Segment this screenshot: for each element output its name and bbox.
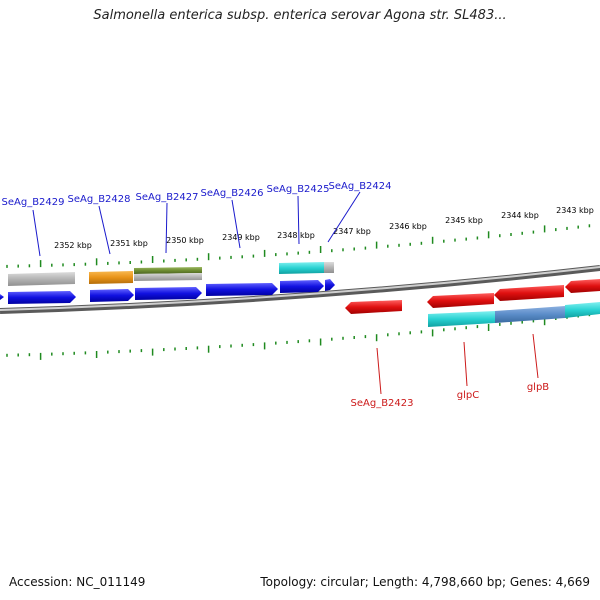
callout-line — [376, 347, 382, 395]
olive-feature-bar — [134, 267, 202, 274]
forward-gene-callouts — [32, 191, 361, 257]
callout-line — [297, 195, 300, 245]
forward-cds-arrow[interactable] — [135, 287, 202, 300]
callout-line — [532, 333, 539, 379]
forward-cds-arrow[interactable] — [0, 294, 4, 300]
kbp-label: 2344 kbp — [501, 211, 539, 220]
cds-row-reverse — [345, 279, 600, 314]
kbp-label: 2343 kbp — [556, 206, 594, 215]
forward-cds-arrow[interactable] — [206, 283, 278, 296]
kbp-label: 2349 kbp — [222, 233, 260, 242]
gene-label-forward[interactable]: SeAg_B2428 — [68, 194, 131, 205]
kbp-label: 2345 kbp — [445, 216, 483, 225]
callout-line — [32, 209, 41, 257]
forward-cds-arrow[interactable] — [280, 280, 324, 293]
callout-line — [231, 199, 241, 249]
genome-backbone-highlight — [0, 266, 600, 311]
gene-label-forward[interactable]: SeAg_B2429 — [2, 197, 65, 208]
cyan-feature-bar — [565, 302, 600, 318]
callout-line — [327, 191, 361, 243]
kbp-label: 2348 kbp — [277, 231, 315, 240]
reverse-gene-callouts — [376, 333, 539, 395]
gray-feature-bar — [134, 273, 202, 281]
gene-label-reverse[interactable]: glpC — [457, 390, 479, 401]
kbp-label: 2350 kbp — [166, 236, 204, 245]
reverse-cds-arrow[interactable] — [565, 279, 600, 293]
map-title: Salmonella enterica subsp. enterica sero… — [93, 8, 507, 23]
gene-label-forward[interactable]: SeAg_B2427 — [136, 192, 199, 203]
callout-line — [463, 341, 468, 387]
tick-row-inner — [6, 313, 591, 360]
feature-row-upper — [8, 262, 334, 286]
steel-feature-bar — [495, 306, 565, 323]
topology-text: Topology: circular; Length: 4,798,660 bp… — [260, 575, 590, 589]
kbp-label: 2347 kbp — [333, 227, 371, 236]
accession-text: Accession: NC_011149 — [9, 575, 146, 589]
tick-row-outer — [6, 224, 591, 268]
forward-cds-arrow[interactable] — [90, 289, 134, 302]
gene-label-reverse[interactable]: SeAg_B2423 — [351, 398, 414, 409]
cyan-feature-bar — [279, 262, 324, 274]
forward-cds-arrow[interactable] — [325, 279, 335, 291]
reverse-cds-arrow[interactable] — [427, 293, 494, 308]
feature-row-lower — [428, 302, 600, 327]
gene-label-forward[interactable]: SeAg_B2425 — [267, 184, 330, 195]
gray-feature-bar — [8, 272, 75, 286]
orange-feature-bar — [89, 271, 133, 284]
gene-label-forward[interactable]: SeAg_B2426 — [201, 188, 264, 199]
kbp-label: 2352 kbp — [54, 241, 92, 250]
kbp-label: 2346 kbp — [389, 222, 427, 231]
gray-feature-bar — [324, 262, 334, 273]
gene-label-reverse[interactable]: glpB — [527, 382, 549, 393]
callout-line — [165, 202, 168, 254]
cyan-feature-bar — [428, 311, 495, 327]
callout-line — [98, 205, 111, 255]
reverse-cds-arrow[interactable] — [345, 300, 402, 314]
cds-row-forward — [0, 279, 335, 304]
kbp-label: 2351 kbp — [110, 239, 148, 248]
gene-label-forward[interactable]: SeAg_B2424 — [329, 181, 392, 192]
reverse-cds-arrow[interactable] — [494, 285, 564, 301]
forward-cds-arrow[interactable] — [8, 291, 76, 304]
